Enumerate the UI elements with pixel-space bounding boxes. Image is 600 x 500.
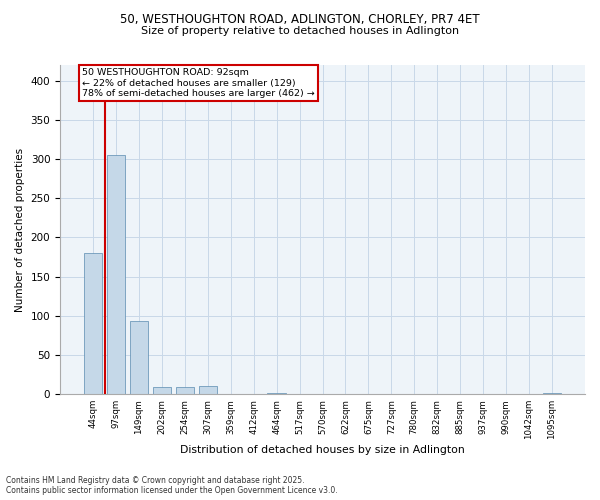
X-axis label: Distribution of detached houses by size in Adlington: Distribution of detached houses by size … <box>180 445 465 455</box>
Text: 50, WESTHOUGHTON ROAD, ADLINGTON, CHORLEY, PR7 4ET: 50, WESTHOUGHTON ROAD, ADLINGTON, CHORLE… <box>120 12 480 26</box>
Y-axis label: Number of detached properties: Number of detached properties <box>15 148 25 312</box>
Bar <box>199 386 217 394</box>
Text: Contains HM Land Registry data © Crown copyright and database right 2025.
Contai: Contains HM Land Registry data © Crown c… <box>6 476 338 495</box>
Bar <box>84 253 102 394</box>
Bar <box>107 155 125 394</box>
Bar <box>130 322 148 394</box>
Bar <box>176 387 194 394</box>
Text: 50 WESTHOUGHTON ROAD: 92sqm
← 22% of detached houses are smaller (129)
78% of se: 50 WESTHOUGHTON ROAD: 92sqm ← 22% of det… <box>82 68 315 98</box>
Text: Size of property relative to detached houses in Adlington: Size of property relative to detached ho… <box>141 26 459 36</box>
Bar <box>268 392 286 394</box>
Bar <box>153 387 171 394</box>
